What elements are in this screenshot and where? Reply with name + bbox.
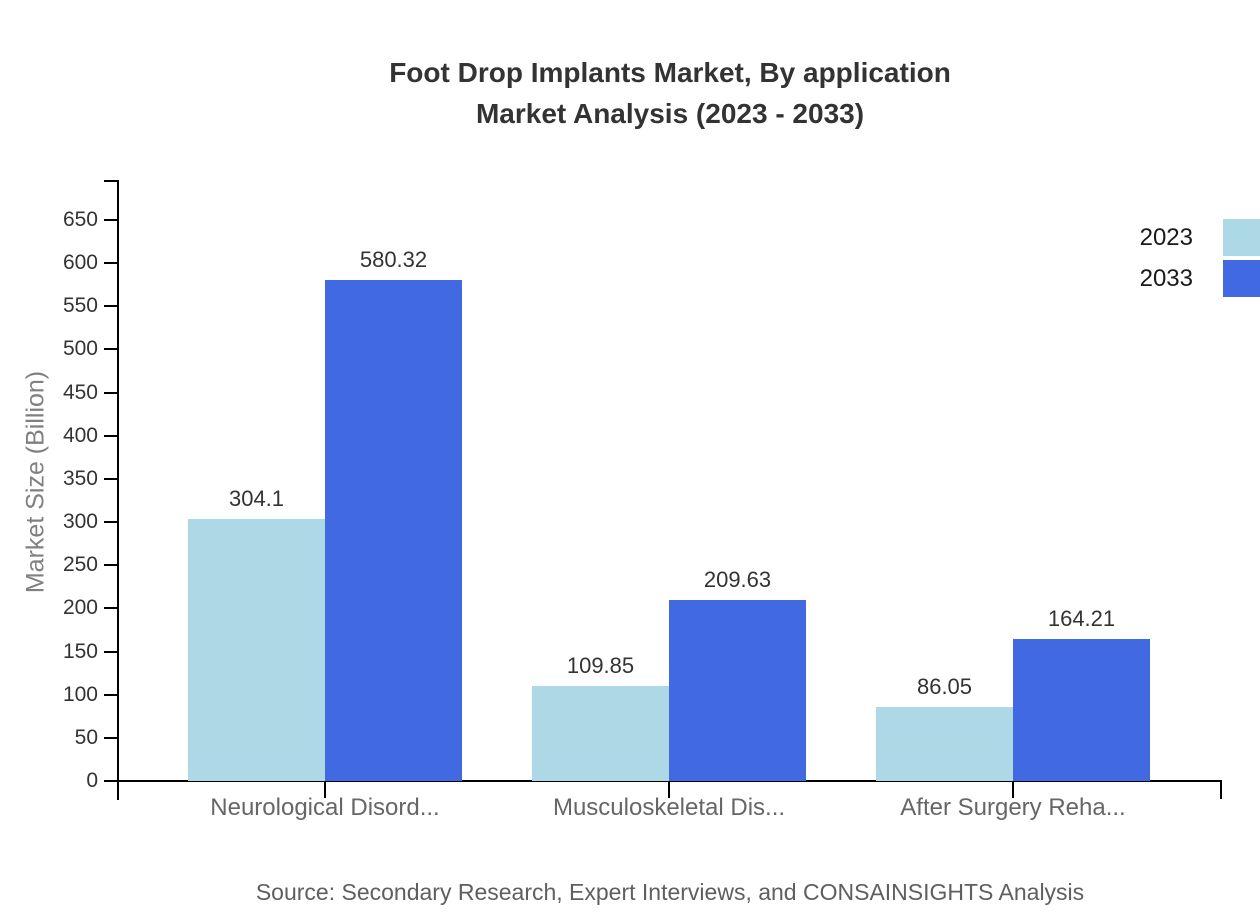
x-tick-mark (668, 781, 670, 798)
category-label: After Surgery Reha... (900, 794, 1126, 821)
bar-2023-group-2 (532, 686, 669, 781)
legend-label: 2033 (1139, 265, 1193, 292)
chart-title-line2: Market Analysis (2023 - 2033) (475, 98, 865, 129)
legend-item-2033: 2033 (940, 260, 1260, 297)
x-tick-mark (324, 781, 326, 798)
y-tick-label: 150 (62, 639, 98, 663)
bar-value-label: 86.05 (916, 673, 973, 699)
category-label: Neurological Disord... (210, 794, 440, 821)
y-tick-mark (104, 693, 118, 696)
legend-label: 2023 (1139, 224, 1193, 251)
bar-value-label: 304.1 (228, 485, 285, 511)
bar-2033-group-3 (1013, 639, 1150, 781)
y-tick-mark (104, 219, 118, 221)
y-tick-label: 100 (62, 682, 98, 706)
bar-2033-group-1 (325, 280, 462, 781)
y-tick-label: 450 (62, 380, 98, 404)
x-axis-end-cap (1220, 780, 1222, 799)
y-tick-mark (104, 650, 118, 653)
chart-title-line1: Foot Drop Implants Market, By applicatio… (389, 57, 951, 88)
y-tick-label: 600 (62, 251, 98, 275)
y-tick-mark (104, 564, 118, 567)
legend-color-swatch (1223, 219, 1260, 256)
source-note: Source: Secondary Research, Expert Inter… (255, 879, 1085, 905)
category-label: Musculoskeletal Dis... (552, 794, 786, 821)
y-axis-line (117, 181, 119, 800)
legend-color-swatch (1223, 260, 1260, 297)
y-tick-mark (104, 262, 118, 265)
y-tick-label: 0 (86, 769, 98, 792)
bar-value-label: 164.21 (1047, 606, 1116, 632)
y-tick-mark (104, 736, 118, 739)
y-tick-label: 350 (62, 466, 98, 490)
legend-item-2023: 2023 (940, 219, 1260, 256)
y-tick-label: 650 (62, 208, 98, 231)
y-tick-label: 300 (62, 510, 98, 534)
x-tick-mark (1012, 781, 1014, 798)
bar-value-label: 109.85 (566, 653, 635, 679)
y-tick-mark (104, 477, 118, 480)
y-tick-mark (104, 521, 118, 524)
bar-2023-group-1 (188, 518, 325, 781)
y-tick-label: 550 (62, 294, 98, 318)
y-tick-label: 200 (62, 596, 98, 620)
y-tick-mark (104, 348, 118, 351)
y-tick-label: 500 (62, 337, 98, 361)
y-tick-mark (104, 305, 118, 308)
bar-value-label: 209.63 (703, 567, 772, 593)
bar-2033-group-2 (669, 600, 806, 781)
y-tick-mark (104, 607, 118, 610)
y-tick-label: 250 (62, 553, 98, 577)
bar-2023-group-3 (876, 706, 1013, 781)
y-tick-mark (104, 434, 118, 437)
bar-value-label: 580.32 (359, 247, 428, 273)
x-axis-line (106, 780, 1222, 782)
y-axis-top-cap (104, 180, 119, 182)
y-tick-label: 400 (62, 423, 98, 447)
y-tick-label: 50 (74, 725, 98, 749)
y-tick-mark (104, 391, 118, 394)
y-tick-mark (104, 780, 118, 782)
chart-title: Foot Drop Implants Market, By applicatio… (389, 52, 951, 134)
